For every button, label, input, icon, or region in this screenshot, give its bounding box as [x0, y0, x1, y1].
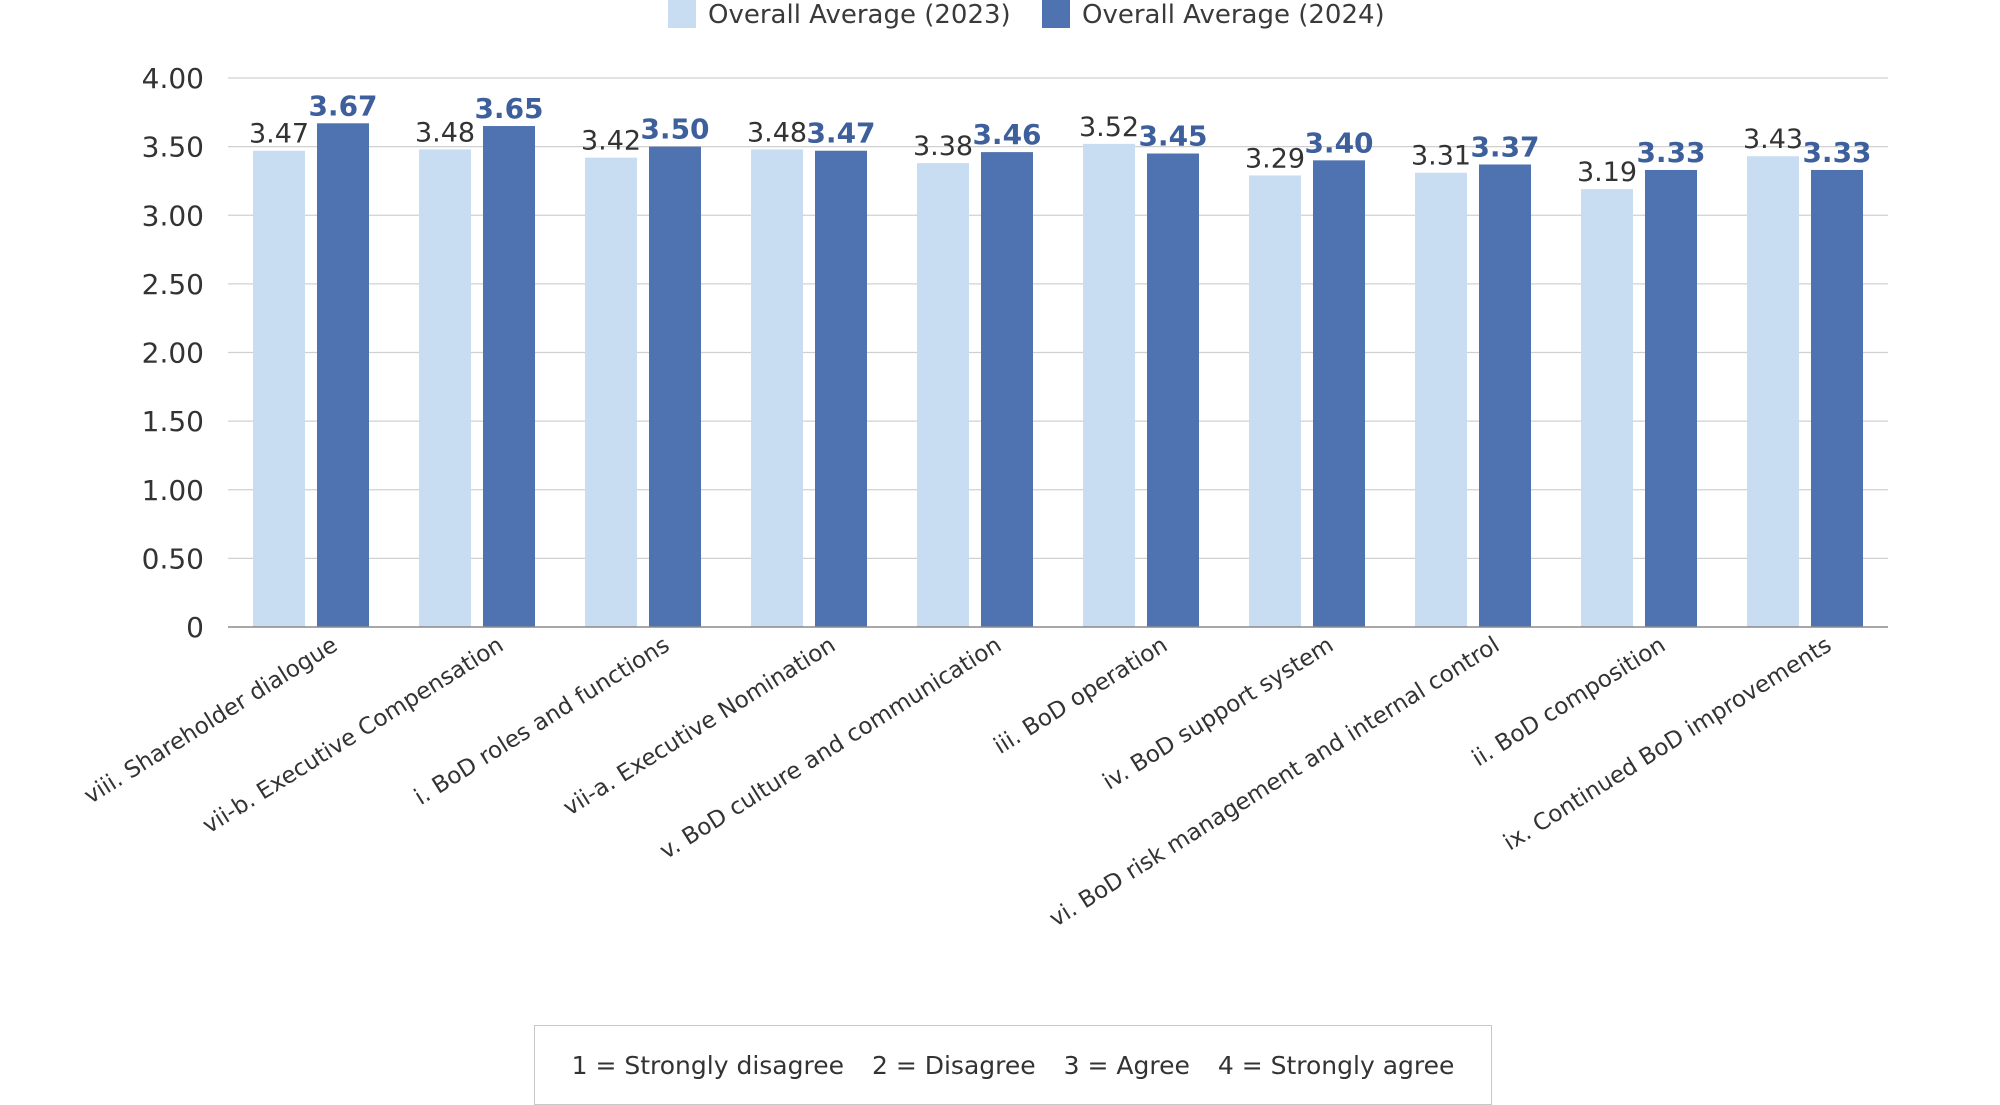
- data-label-2024: 3.47: [806, 117, 875, 150]
- y-tick-label: 4.00: [142, 62, 204, 95]
- bar-2024: [649, 146, 701, 627]
- data-label-2023: 3.43: [1743, 124, 1803, 155]
- bar-2024: [317, 123, 369, 627]
- data-label-2023: 3.38: [913, 131, 973, 162]
- bar-2023: [585, 157, 637, 628]
- y-tick-label: 2.00: [142, 337, 204, 370]
- data-label-2024: 3.45: [1138, 119, 1207, 152]
- data-label-2023: 3.31: [1411, 141, 1471, 172]
- bar-2024: [815, 150, 867, 627]
- data-label-2023: 3.47: [249, 119, 309, 150]
- category-label: iii. BoD operation: [990, 632, 1173, 760]
- y-tick-label: 3.50: [142, 131, 204, 164]
- legend-swatch-2: [1042, 0, 1070, 28]
- category-label: ix. Continued BoD improvements: [1499, 632, 1836, 856]
- category-label: i. BoD roles and functions: [410, 632, 674, 811]
- data-label-2023: 3.52: [1079, 112, 1139, 143]
- bar-2024: [483, 126, 535, 627]
- legend-label-2: Overall Average (2024): [1082, 0, 1385, 30]
- y-tick-label: 0.50: [142, 542, 204, 575]
- y-tick-label: 0: [186, 611, 204, 644]
- bar-2024: [981, 152, 1033, 628]
- bar-2023: [1249, 175, 1301, 627]
- data-label-2023: 3.19: [1577, 157, 1637, 188]
- y-axis-ticks: 0 0.50 1.00 1.50 2.00 2.50 3.00 3.50 4.00: [142, 62, 204, 644]
- data-label-2024: 3.40: [1304, 126, 1373, 159]
- category-label: v. BoD culture and communication: [655, 632, 1006, 865]
- data-labels: 3.473.673.483.653.42 3.50 3.48 3.47 3.38 3.46…: [249, 89, 1872, 188]
- category-label: vii-a. Executive Nomination: [559, 632, 840, 821]
- data-label-2023: 3.29: [1245, 143, 1305, 174]
- scale-item-1: 1 = Strongly disagree: [571, 1050, 844, 1080]
- y-tick-label: 1.00: [142, 474, 204, 507]
- bar-2023: [1581, 189, 1633, 628]
- legend-label-1: Overall Average (2023): [708, 0, 1011, 30]
- category-label: vii-b. Executive Compensation: [198, 632, 508, 839]
- bar-2024: [1147, 153, 1199, 628]
- bar-2023: [917, 163, 969, 627]
- bar-2023: [419, 149, 471, 627]
- bar-2023: [1083, 143, 1135, 627]
- scale-item-4: 4 = Strongly agree: [1217, 1050, 1455, 1080]
- data-label-2023: 3.42: [581, 126, 641, 157]
- data-label-2024: 3.33: [1636, 136, 1705, 169]
- data-label-2023: 3.48: [415, 117, 475, 148]
- data-label-2023: 3.48: [747, 117, 807, 148]
- legend: Overall Average (2023) Overall Average (2…: [668, 0, 1385, 30]
- data-label-2024: 3.50: [640, 113, 709, 146]
- bar-2023: [1415, 172, 1467, 627]
- data-label-2024: 3.67: [308, 89, 377, 122]
- rating-scale-note: 1 = Strongly disagree 2 = Disagree 3 = A…: [534, 1025, 1492, 1105]
- y-tick-label: 2.50: [142, 268, 204, 301]
- bars: [253, 123, 1863, 628]
- data-label-2024: 3.37: [1470, 130, 1539, 163]
- y-tick-label: 1.50: [142, 405, 204, 438]
- scale-item-3: 3 = Agree: [1063, 1050, 1190, 1080]
- data-label-2024: 3.65: [474, 92, 543, 125]
- data-label-2024: 3.33: [1802, 136, 1871, 169]
- bar-2024: [1313, 160, 1365, 627]
- bar-2023: [751, 149, 803, 627]
- category-label: viii. Shareholder dialogue: [80, 632, 342, 809]
- bar-2023: [1747, 156, 1799, 628]
- y-tick-label: 3.00: [142, 199, 204, 232]
- bar-2024: [1811, 169, 1863, 627]
- scale-item-2: 2 = Disagree: [871, 1050, 1036, 1080]
- bar-2024: [1479, 164, 1531, 627]
- data-label-2024: 3.46: [972, 118, 1041, 151]
- legend-swatch-1: [668, 0, 696, 28]
- bar-2024: [1645, 169, 1697, 627]
- bar-2023: [253, 150, 305, 627]
